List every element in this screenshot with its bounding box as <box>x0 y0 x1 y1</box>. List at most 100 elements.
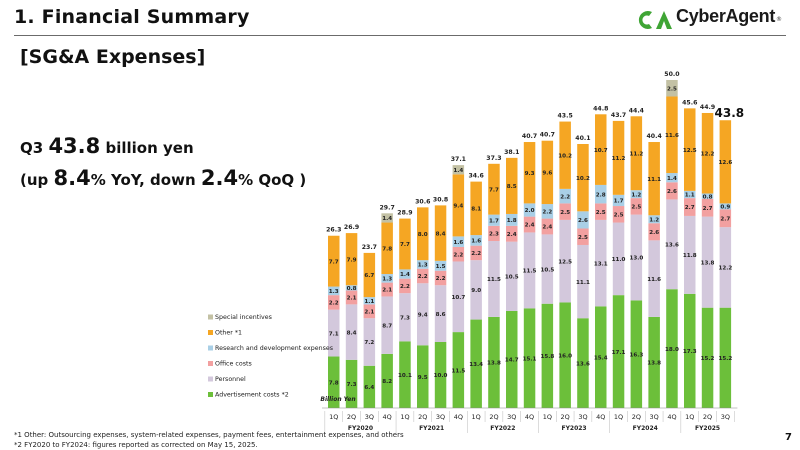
data-label-other-15: 10.7 <box>594 148 608 154</box>
total-label-22: 43.8 <box>715 106 745 120</box>
bar-segment-office-17 <box>630 198 643 215</box>
bar-segment-office-6 <box>434 270 447 286</box>
qoq-value: 2.4 <box>200 166 239 190</box>
bar-segment-other-9 <box>488 163 500 215</box>
data-label-research-1: 0.8 <box>347 286 357 292</box>
data-label-research-17: 1.2 <box>631 192 641 198</box>
bar-segment-office-15 <box>595 203 607 220</box>
fiscal-year-label-5: FY2025 <box>695 425 720 432</box>
bar-segment-research-10 <box>506 213 518 226</box>
bar-segment-office-10 <box>506 225 518 242</box>
data-label-other-19: 11.6 <box>665 133 679 139</box>
bar-segment-research-13 <box>559 188 571 204</box>
bar-segment-personnel-10 <box>506 241 518 311</box>
total-label-9: 37.3 <box>486 155 501 162</box>
data-label-advertisement-4: 10.1 <box>398 373 412 379</box>
tick-label-9: 2Q <box>489 413 498 421</box>
summary-change: (up 8.4% YoY, down 2.4% QoQ ) <box>20 166 306 190</box>
data-label-other-13: 10.2 <box>558 153 572 159</box>
data-label-research-12: 2.2 <box>542 210 552 216</box>
bar-segment-office-5 <box>417 268 429 284</box>
legend-swatch-research <box>208 345 213 351</box>
bar-segment-office-12 <box>541 218 554 235</box>
tick-label-11: 4Q <box>525 413 534 421</box>
data-label-personnel-6: 8.6 <box>436 312 446 318</box>
data-label-personnel-8: 9.0 <box>471 288 481 294</box>
data-label-office-13: 2.5 <box>560 210 570 216</box>
data-label-personnel-9: 11.5 <box>487 277 501 283</box>
data-label-advertisement-12: 15.8 <box>540 354 554 360</box>
data-label-personnel-4: 7.3 <box>400 315 410 321</box>
data-label-personnel-7: 10.7 <box>451 295 465 301</box>
tick-label-13: 2Q <box>561 413 570 421</box>
section-heading: [SG&A Expenses] <box>20 46 206 68</box>
bar-segment-advertisement-14 <box>577 318 589 408</box>
bar-segment-other-7 <box>452 174 465 237</box>
bar-segment-research-1 <box>345 285 358 291</box>
bar-segment-personnel-6 <box>434 285 447 342</box>
data-label-other-6: 8.4 <box>436 231 446 237</box>
bar-segment-office-16 <box>612 206 625 223</box>
bar-segment-office-3 <box>381 282 393 297</box>
bar-segment-research-8 <box>470 235 482 246</box>
summary-headline: Q3 43.8 billion yen <box>20 134 194 158</box>
bar-segment-advertisement-7 <box>452 332 465 408</box>
bar-segment-personnel-13 <box>559 219 571 303</box>
summary-prefix: Q3 <box>20 139 44 157</box>
data-label-research-4: 1.4 <box>400 272 410 278</box>
bar-segment-advertisement-9 <box>488 316 500 408</box>
bar-segment-other-16 <box>612 120 625 195</box>
bar-segment-other-13 <box>559 121 571 189</box>
tick-label-15: 4Q <box>596 413 605 421</box>
data-label-research-8: 1.6 <box>471 239 481 245</box>
bar-segment-advertisement-18 <box>648 316 660 408</box>
data-label-office-9: 2.3 <box>489 232 499 238</box>
bar-segment-advertisement-3 <box>381 353 393 408</box>
tick-label-17: 2Q <box>632 413 641 421</box>
bar-segment-advertisement-20 <box>684 293 696 408</box>
data-label-advertisement-11: 15.1 <box>523 356 537 362</box>
bar-segment-personnel-19 <box>666 199 678 290</box>
bar-segment-research-21 <box>701 193 714 199</box>
data-label-research-6: 1.5 <box>436 264 446 270</box>
data-label-other-0: 7.7 <box>329 259 339 265</box>
bar-segment-other-17 <box>630 116 643 191</box>
bar-segment-advertisement-4 <box>399 341 411 408</box>
bar-segment-personnel-8 <box>470 260 482 320</box>
bar-segment-advertisement-5 <box>417 345 429 408</box>
bar-segment-advertisement-17 <box>630 300 643 408</box>
data-label-other-9: 7.7 <box>489 187 499 193</box>
data-label-personnel-3: 8.7 <box>382 323 392 329</box>
data-label-other-16: 11.2 <box>612 156 626 162</box>
bar-segment-office-8 <box>470 245 482 261</box>
bar-segment-office-9 <box>488 225 500 242</box>
total-label-8: 34.6 <box>469 173 484 180</box>
bar-segment-personnel-3 <box>381 296 393 354</box>
bar-segment-other-2 <box>363 252 376 298</box>
data-label-research-16: 1.7 <box>614 199 624 205</box>
total-label-15: 44.8 <box>593 105 608 112</box>
data-label-research-19: 1.4 <box>667 176 677 182</box>
bar-segment-personnel-0 <box>328 309 340 357</box>
data-label-research-15: 2.8 <box>596 192 606 198</box>
page-number: 7 <box>785 432 792 443</box>
bar-segment-other-18 <box>648 142 660 216</box>
total-label-7: 37.1 <box>451 156 466 163</box>
data-label-office-15: 2.5 <box>596 210 606 216</box>
tick-label-7: 4Q <box>454 413 463 421</box>
bar-segment-research-4 <box>399 269 411 279</box>
bar-segment-advertisement-1 <box>345 359 358 408</box>
summary-value: 43.8 <box>48 134 101 158</box>
data-label-office-10: 2.4 <box>507 232 517 238</box>
legend-label-special: Special incentives <box>215 314 272 321</box>
data-label-personnel-21: 13.8 <box>701 260 715 266</box>
footnotes: *1 Other: Outsourcing expenses, system-r… <box>14 431 404 450</box>
bar-segment-other-8 <box>470 181 482 236</box>
data-label-special-19: 2.5 <box>667 86 677 92</box>
data-label-office-0: 2.2 <box>329 301 339 307</box>
bar-segment-office-14 <box>577 228 589 245</box>
data-label-other-7: 9.4 <box>453 204 463 210</box>
bar-segment-office-13 <box>559 203 571 220</box>
data-label-other-3: 7.8 <box>382 246 392 252</box>
